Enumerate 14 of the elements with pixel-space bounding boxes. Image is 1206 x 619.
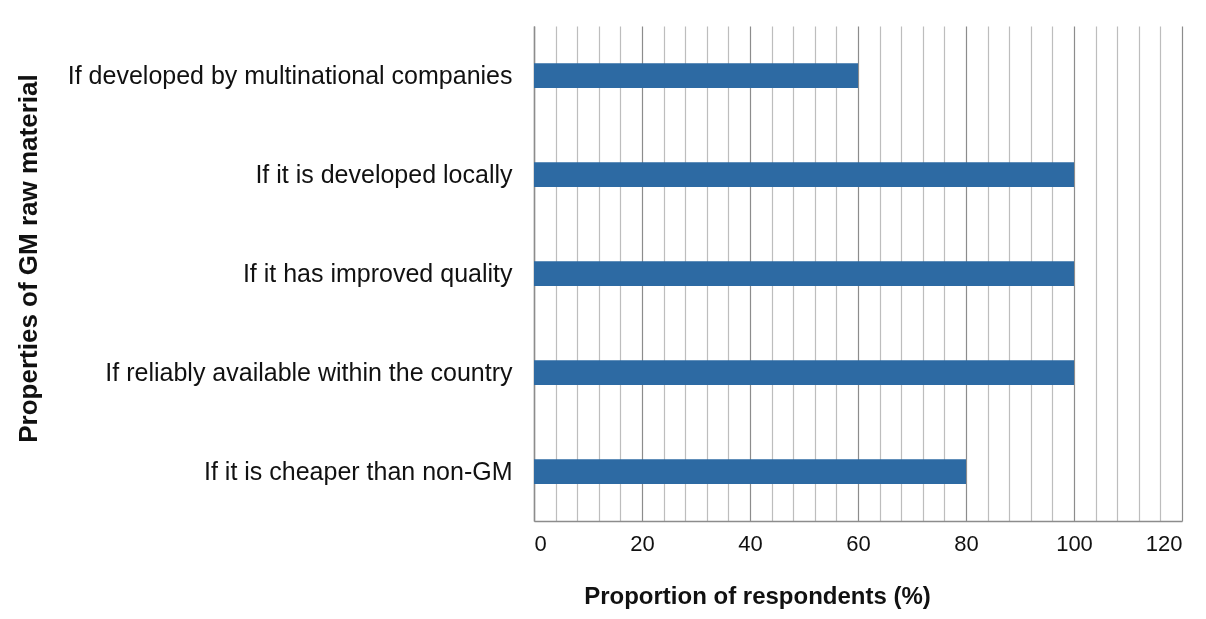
x-tick-label: 120 xyxy=(1145,530,1183,556)
x-tick-label: 60 xyxy=(846,530,871,556)
x-tick-label: 0 xyxy=(534,530,547,556)
y-axis-title: Properties of GM raw material xyxy=(12,74,43,443)
x-tick-label: 100 xyxy=(1056,530,1093,556)
y-tick-label: If it has improved quality xyxy=(242,258,513,287)
x-tick-label: 40 xyxy=(738,530,763,556)
x-tick-label: 80 xyxy=(954,530,979,556)
x-axis-title: Proportion of respondents (%) xyxy=(584,581,931,609)
y-tick-label: If developed by multinational companies xyxy=(67,60,513,89)
y-tick-label: If reliably available within the country xyxy=(105,357,513,386)
x-tick-label: 20 xyxy=(630,530,655,556)
y-tick-label: If it is cheaper than non-GM xyxy=(204,456,513,485)
y-tick-label: If it is developed locally xyxy=(255,159,513,188)
